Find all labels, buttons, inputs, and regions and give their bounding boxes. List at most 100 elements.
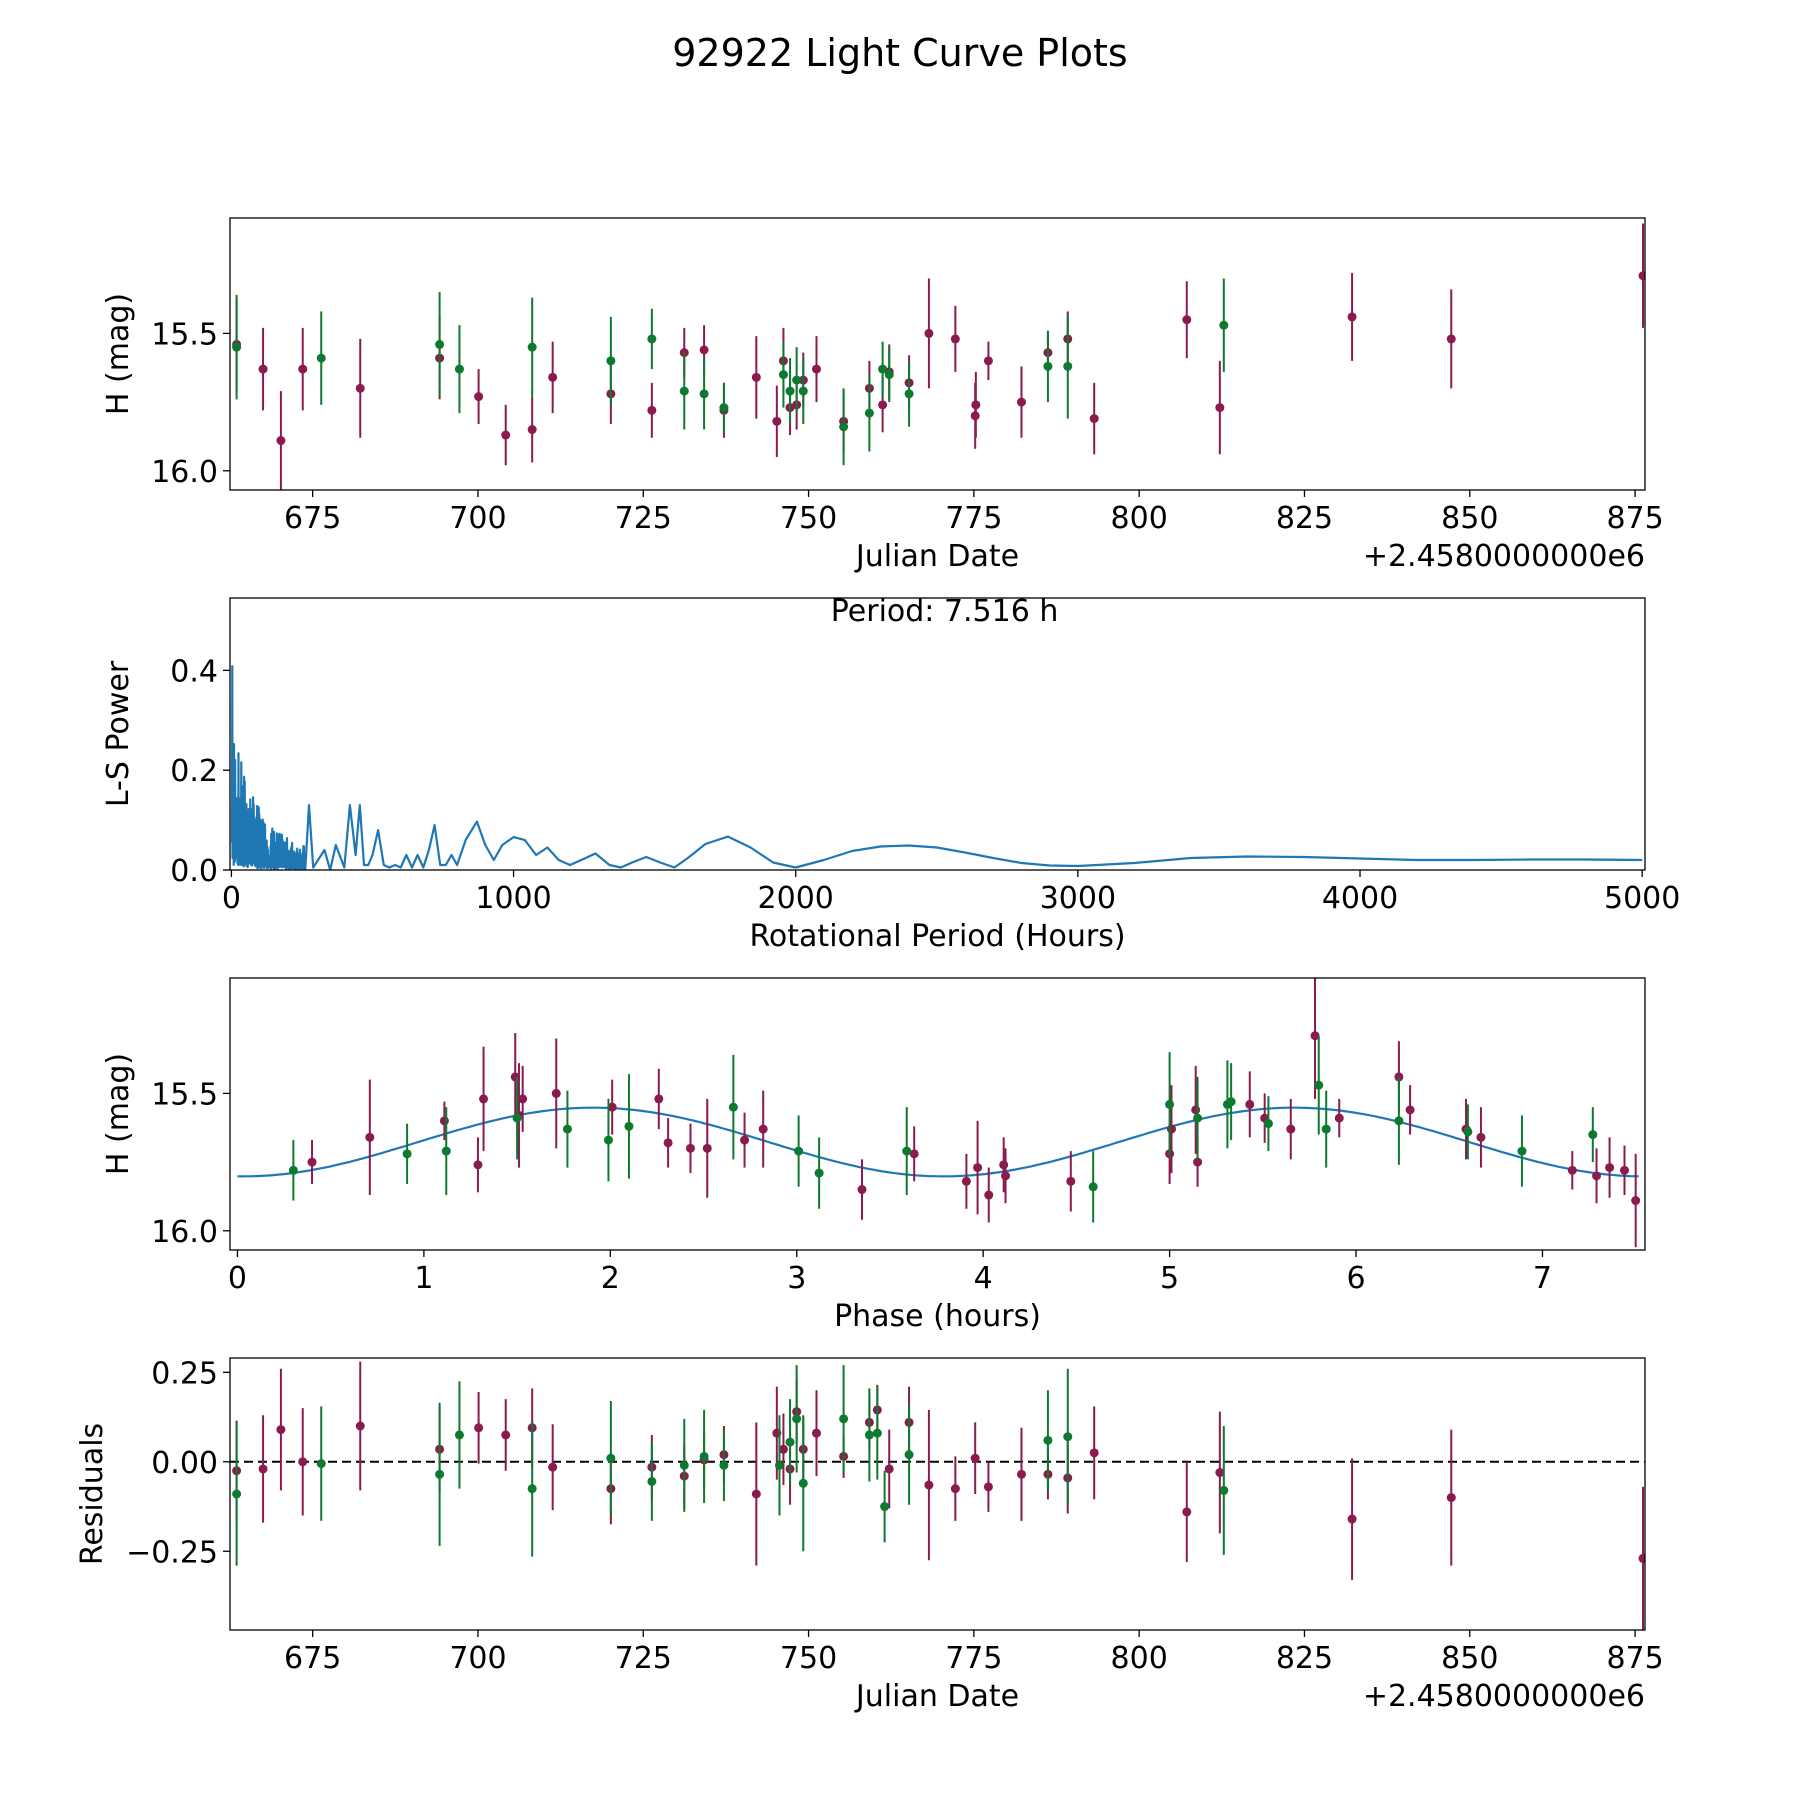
data-point — [1446, 334, 1456, 344]
data-point — [751, 372, 761, 382]
panel-phased: 0 1 2 3 4 5 6 7 16.0 15.5 Phase (hours) H (mag) — [101, 977, 1646, 1334]
y-tick-label: 0.4 — [170, 654, 218, 689]
panels: 675 700 725 750 775 800 825 850 87516.015.5Julia… — [75, 217, 1680, 1714]
data-point — [474, 392, 484, 402]
data-point — [685, 1143, 695, 1153]
data-point — [902, 1146, 912, 1156]
data-point — [441, 1146, 451, 1156]
data-point — [527, 425, 537, 435]
data-point — [1001, 1171, 1011, 1181]
data-point — [258, 1464, 268, 1474]
y-tick-label: 0.0 — [170, 854, 218, 889]
data-point — [864, 408, 874, 418]
data-point — [904, 389, 914, 399]
data-point — [839, 422, 849, 432]
x-tick-label: 7 — [1533, 1261, 1552, 1296]
data-point — [909, 1149, 919, 1159]
data-point — [474, 1423, 484, 1433]
data-point — [1043, 361, 1053, 371]
data-point — [1314, 1080, 1324, 1090]
data-point — [950, 1484, 960, 1494]
data-point — [647, 334, 657, 344]
data-point — [276, 1425, 286, 1435]
data-point — [603, 1135, 613, 1145]
data-point — [983, 1482, 993, 1492]
data-point — [798, 386, 808, 396]
data-point — [232, 342, 242, 352]
x-tick-label: 675 — [284, 1641, 341, 1676]
x-tick-label: 1 — [414, 1261, 433, 1296]
data-point — [454, 1430, 464, 1440]
data-point — [999, 1160, 1009, 1170]
y-tick-label: −0.25 — [126, 1535, 218, 1570]
data-point — [794, 1146, 804, 1156]
data-point — [435, 1469, 445, 1479]
x-tick-label: 4000 — [1322, 881, 1398, 916]
data-point — [1063, 1432, 1073, 1442]
data-point — [1088, 1182, 1098, 1192]
data-point — [479, 1094, 489, 1104]
x-tick-label: 5000 — [1604, 881, 1680, 916]
data-point — [719, 1460, 729, 1470]
x-tick-label: 0 — [228, 1261, 247, 1296]
data-point — [973, 1163, 983, 1173]
data-point — [811, 364, 821, 374]
data-point — [857, 1185, 867, 1195]
y-tick-label: 16.0 — [151, 455, 218, 490]
data-point — [1245, 1099, 1255, 1109]
data-point — [551, 1088, 561, 1098]
data-point — [1089, 414, 1099, 424]
data-point — [1215, 1468, 1225, 1478]
axes-frame — [229, 1357, 1646, 1631]
data-point — [984, 1190, 994, 1200]
x-tick-label: 875 — [1606, 1641, 1663, 1676]
x-tick-label: 700 — [449, 501, 506, 536]
plot-area — [230, 1361, 1645, 1630]
data-point — [1165, 1099, 1175, 1109]
x-tick-label: 800 — [1111, 501, 1168, 536]
x-tick-label: 850 — [1441, 1641, 1498, 1676]
data-point — [501, 430, 511, 440]
data-point — [864, 1430, 874, 1440]
data-point — [1310, 1031, 1320, 1041]
data-point — [1182, 1507, 1192, 1517]
data-point — [1334, 1113, 1344, 1123]
y-tick-label: 16.0 — [151, 1215, 218, 1250]
data-point — [679, 1460, 689, 1470]
x-tick-label: 700 — [449, 1641, 506, 1676]
x-axis-label: Julian Date — [854, 539, 1019, 574]
axes-frame — [229, 977, 1646, 1251]
data-point — [1166, 1124, 1176, 1134]
data-point — [1605, 1163, 1615, 1173]
data-point — [1347, 1514, 1357, 1524]
y-tick-label: 0.2 — [170, 754, 218, 789]
data-point — [983, 356, 993, 366]
data-point — [355, 383, 365, 393]
data-point — [1321, 1124, 1331, 1134]
data-point — [435, 339, 445, 349]
x-tick-label: 0 — [222, 881, 241, 916]
data-point — [624, 1121, 634, 1131]
y-axis-label: L-S Power — [101, 660, 136, 807]
x-tick-label: 725 — [615, 501, 672, 536]
x-tick-label: 850 — [1441, 501, 1498, 536]
data-point — [1394, 1116, 1404, 1126]
plot-area — [232, 223, 1645, 490]
y-tick-label: 0.00 — [151, 1446, 218, 1481]
x-tick-label: 750 — [780, 501, 837, 536]
x-tick-label: 1000 — [475, 881, 551, 916]
data-point — [606, 356, 616, 366]
data-point — [1619, 1165, 1629, 1175]
x-axis-label: Rotational Period (Hours) — [749, 919, 1125, 954]
x-tick-label: 775 — [945, 501, 1002, 536]
data-point — [702, 1143, 712, 1153]
data-point — [699, 389, 709, 399]
data-point — [758, 1124, 768, 1134]
x-tick-label: 825 — [1276, 501, 1333, 536]
x-tick-label: 5 — [1160, 1261, 1179, 1296]
data-point — [607, 1102, 617, 1112]
panel-periodogram: 0 1000 2000 3000 4000 5000 0.0 0.2 0.4 Rotational… — [101, 594, 1680, 954]
data-point — [740, 1135, 750, 1145]
data-point — [798, 1478, 808, 1488]
data-point — [1592, 1171, 1602, 1181]
